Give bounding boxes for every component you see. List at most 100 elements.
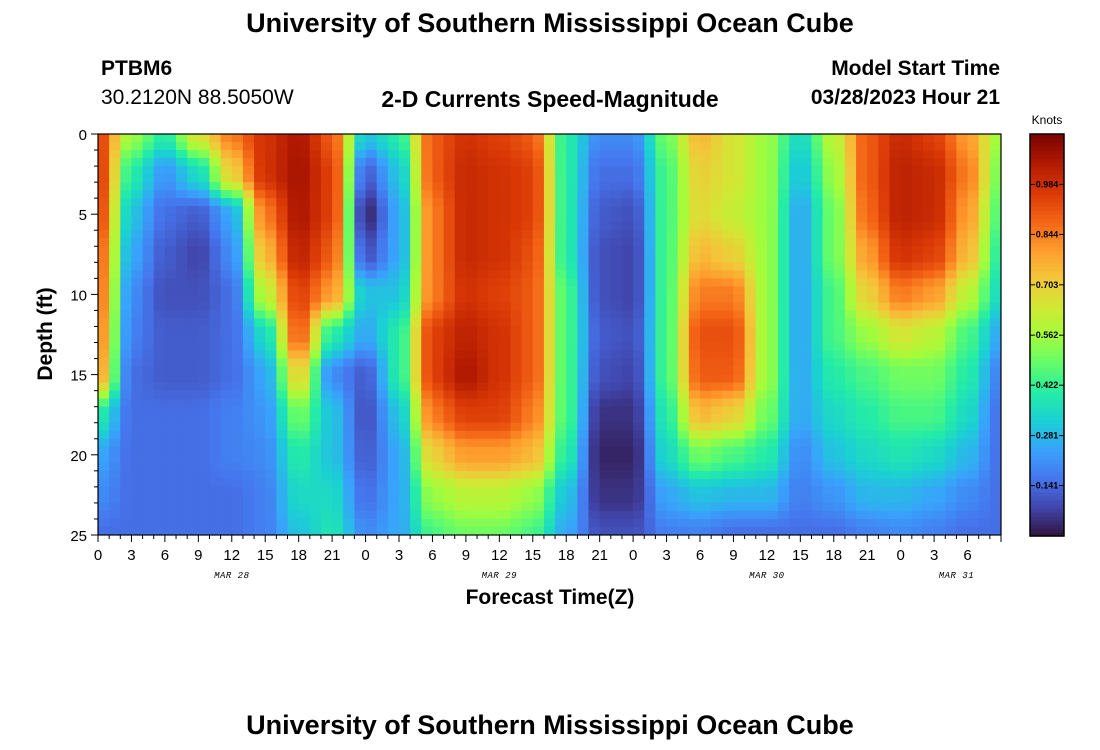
heatmap-cell: [109, 358, 121, 368]
heatmap-cell: [755, 350, 768, 360]
heatmap-cell: [766, 486, 779, 496]
heatmap-cell: [856, 158, 868, 167]
heatmap-cell: [432, 406, 445, 416]
heatmap-cell: [532, 366, 545, 376]
heatmap-cell: [978, 366, 991, 376]
heatmap-cell: [677, 526, 690, 535]
heatmap-cell: [376, 182, 389, 191]
heatmap-cell: [454, 206, 467, 215]
heatmap-cell: [410, 398, 422, 408]
heatmap-cell: [677, 438, 690, 448]
heatmap-cell: [153, 334, 166, 344]
heatmap-cell: [922, 294, 935, 304]
heatmap-cell: [98, 262, 110, 271]
heatmap-cell: [711, 294, 723, 304]
heatmap-cell: [621, 526, 634, 535]
heatmap-cell: [521, 438, 534, 448]
heatmap-cell: [153, 382, 166, 392]
heatmap-cell: [421, 374, 434, 384]
heatmap-cell: [120, 358, 133, 368]
heatmap-cell: [510, 414, 523, 424]
heatmap-cell: [477, 486, 489, 496]
heatmap-cell: [621, 318, 634, 328]
heatmap-cell: [164, 318, 177, 328]
heatmap-cell: [833, 278, 846, 287]
heatmap-cell: [867, 310, 879, 320]
heatmap-cell: [911, 510, 924, 520]
heatmap-cell: [945, 254, 958, 263]
heatmap-cell: [833, 366, 846, 376]
heatmap-cell: [298, 422, 311, 432]
heatmap-cell: [900, 214, 913, 223]
heatmap-cell: [231, 286, 244, 295]
heatmap-cell: [688, 502, 701, 512]
heatmap-cell: [532, 342, 545, 352]
heatmap-cell: [488, 398, 500, 408]
heatmap-cell: [599, 334, 612, 344]
heatmap-cell: [365, 382, 378, 392]
heatmap-cell: [320, 262, 333, 271]
heatmap-cell: [488, 454, 500, 464]
heatmap-cell: [878, 518, 891, 528]
heatmap-cell: [922, 302, 935, 312]
heatmap-cell: [666, 470, 679, 480]
heatmap-cell: [187, 510, 199, 520]
heatmap-cell: [176, 246, 188, 255]
heatmap-cell: [142, 318, 155, 328]
heatmap-cell: [265, 174, 277, 183]
heatmap-cell: [555, 254, 567, 263]
heatmap-cell: [198, 310, 211, 320]
heatmap-cell: [521, 454, 534, 464]
heatmap-cell: [555, 190, 567, 199]
heatmap-cell: [365, 398, 378, 408]
heatmap-cell: [242, 254, 255, 263]
heatmap-cell: [209, 294, 222, 304]
heatmap-cell: [566, 502, 578, 512]
heatmap-cell: [599, 206, 612, 215]
heatmap-cell: [176, 430, 188, 440]
heatmap-cell: [354, 230, 367, 239]
heatmap-cell: [867, 222, 879, 231]
heatmap-cell: [778, 278, 790, 287]
heatmap-cell: [164, 510, 177, 520]
heatmap-cell: [856, 454, 868, 464]
heatmap-cell: [421, 358, 434, 368]
heatmap-cell: [900, 446, 913, 456]
heatmap-cell: [844, 230, 857, 239]
heatmap-cell: [198, 526, 211, 535]
heatmap-cell: [510, 206, 523, 215]
heatmap-cell: [164, 470, 177, 480]
heatmap-cell: [722, 334, 735, 344]
heatmap-cell: [276, 150, 289, 159]
heatmap-cell: [354, 502, 367, 512]
heatmap-cell: [477, 470, 489, 480]
heatmap-cell: [722, 486, 735, 496]
heatmap-cell: [967, 494, 980, 504]
heatmap-cell: [811, 174, 824, 183]
heatmap-cell: [822, 430, 835, 440]
heatmap-cell: [677, 214, 690, 223]
heatmap-cell: [967, 526, 980, 535]
heatmap-cell: [287, 198, 300, 207]
heatmap-cell: [833, 246, 846, 255]
heatmap-cell: [231, 270, 244, 279]
colorbar-segment: [1030, 170, 1064, 175]
heatmap-cell: [989, 478, 1001, 488]
heatmap-cell: [488, 350, 500, 360]
heatmap-cell: [967, 358, 980, 368]
heatmap-cell: [588, 470, 601, 480]
heatmap-cell: [978, 510, 991, 520]
heatmap-cell: [677, 342, 690, 352]
heatmap-cell: [599, 478, 612, 488]
heatmap-cell: [387, 310, 400, 320]
heatmap-cell: [666, 326, 679, 336]
heatmap-cell: [265, 518, 277, 528]
heatmap-cell: [978, 446, 991, 456]
heatmap-cell: [142, 198, 155, 207]
heatmap-cell: [555, 262, 567, 271]
heatmap-cell: [677, 198, 690, 207]
heatmap-cell: [800, 310, 813, 320]
heatmap-cell: [254, 142, 266, 151]
heatmap-cell: [521, 238, 534, 247]
heatmap-cell: [566, 350, 578, 360]
